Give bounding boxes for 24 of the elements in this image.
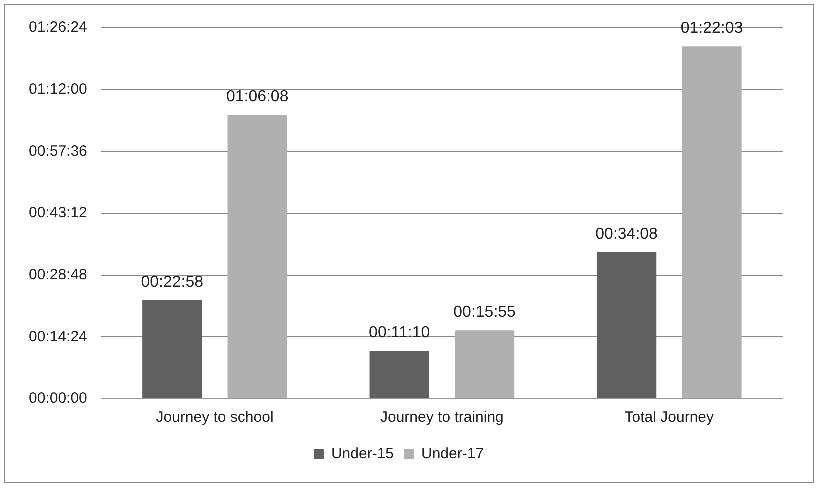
data-label: 01:06:08: [226, 88, 289, 106]
data-label: 00:15:55: [454, 304, 516, 322]
x-tick-label: Total Journey: [624, 409, 715, 426]
legend-label: Under-15: [331, 446, 394, 463]
data-label: 00:11:10: [369, 324, 430, 342]
y-tick-label: 00:57:36: [29, 142, 88, 160]
y-tick-label: 00:14:24: [29, 328, 88, 346]
y-tick-label: 00:00:00: [29, 390, 88, 408]
x-tick-label: Journey to training: [380, 409, 504, 426]
data-label: 01:22:03: [680, 20, 744, 38]
bar: [682, 46, 742, 398]
data-label: 00:34:08: [596, 226, 658, 243]
bar: [370, 351, 430, 398]
bar: [454, 330, 515, 398]
y-tick-label: 00:28:48: [29, 266, 88, 284]
data-label: 00:22:58: [141, 274, 204, 291]
bar: [142, 300, 202, 398]
x-tick-label: Journey to school: [156, 409, 274, 426]
bar: [228, 115, 288, 398]
y-tick-label: 01:12:00: [29, 80, 88, 98]
y-tick-label: 00:43:12: [29, 204, 88, 222]
y-tick-label: 01:26:24: [29, 19, 88, 36]
bar: [596, 252, 657, 398]
legend-label: Under-17: [422, 446, 484, 463]
